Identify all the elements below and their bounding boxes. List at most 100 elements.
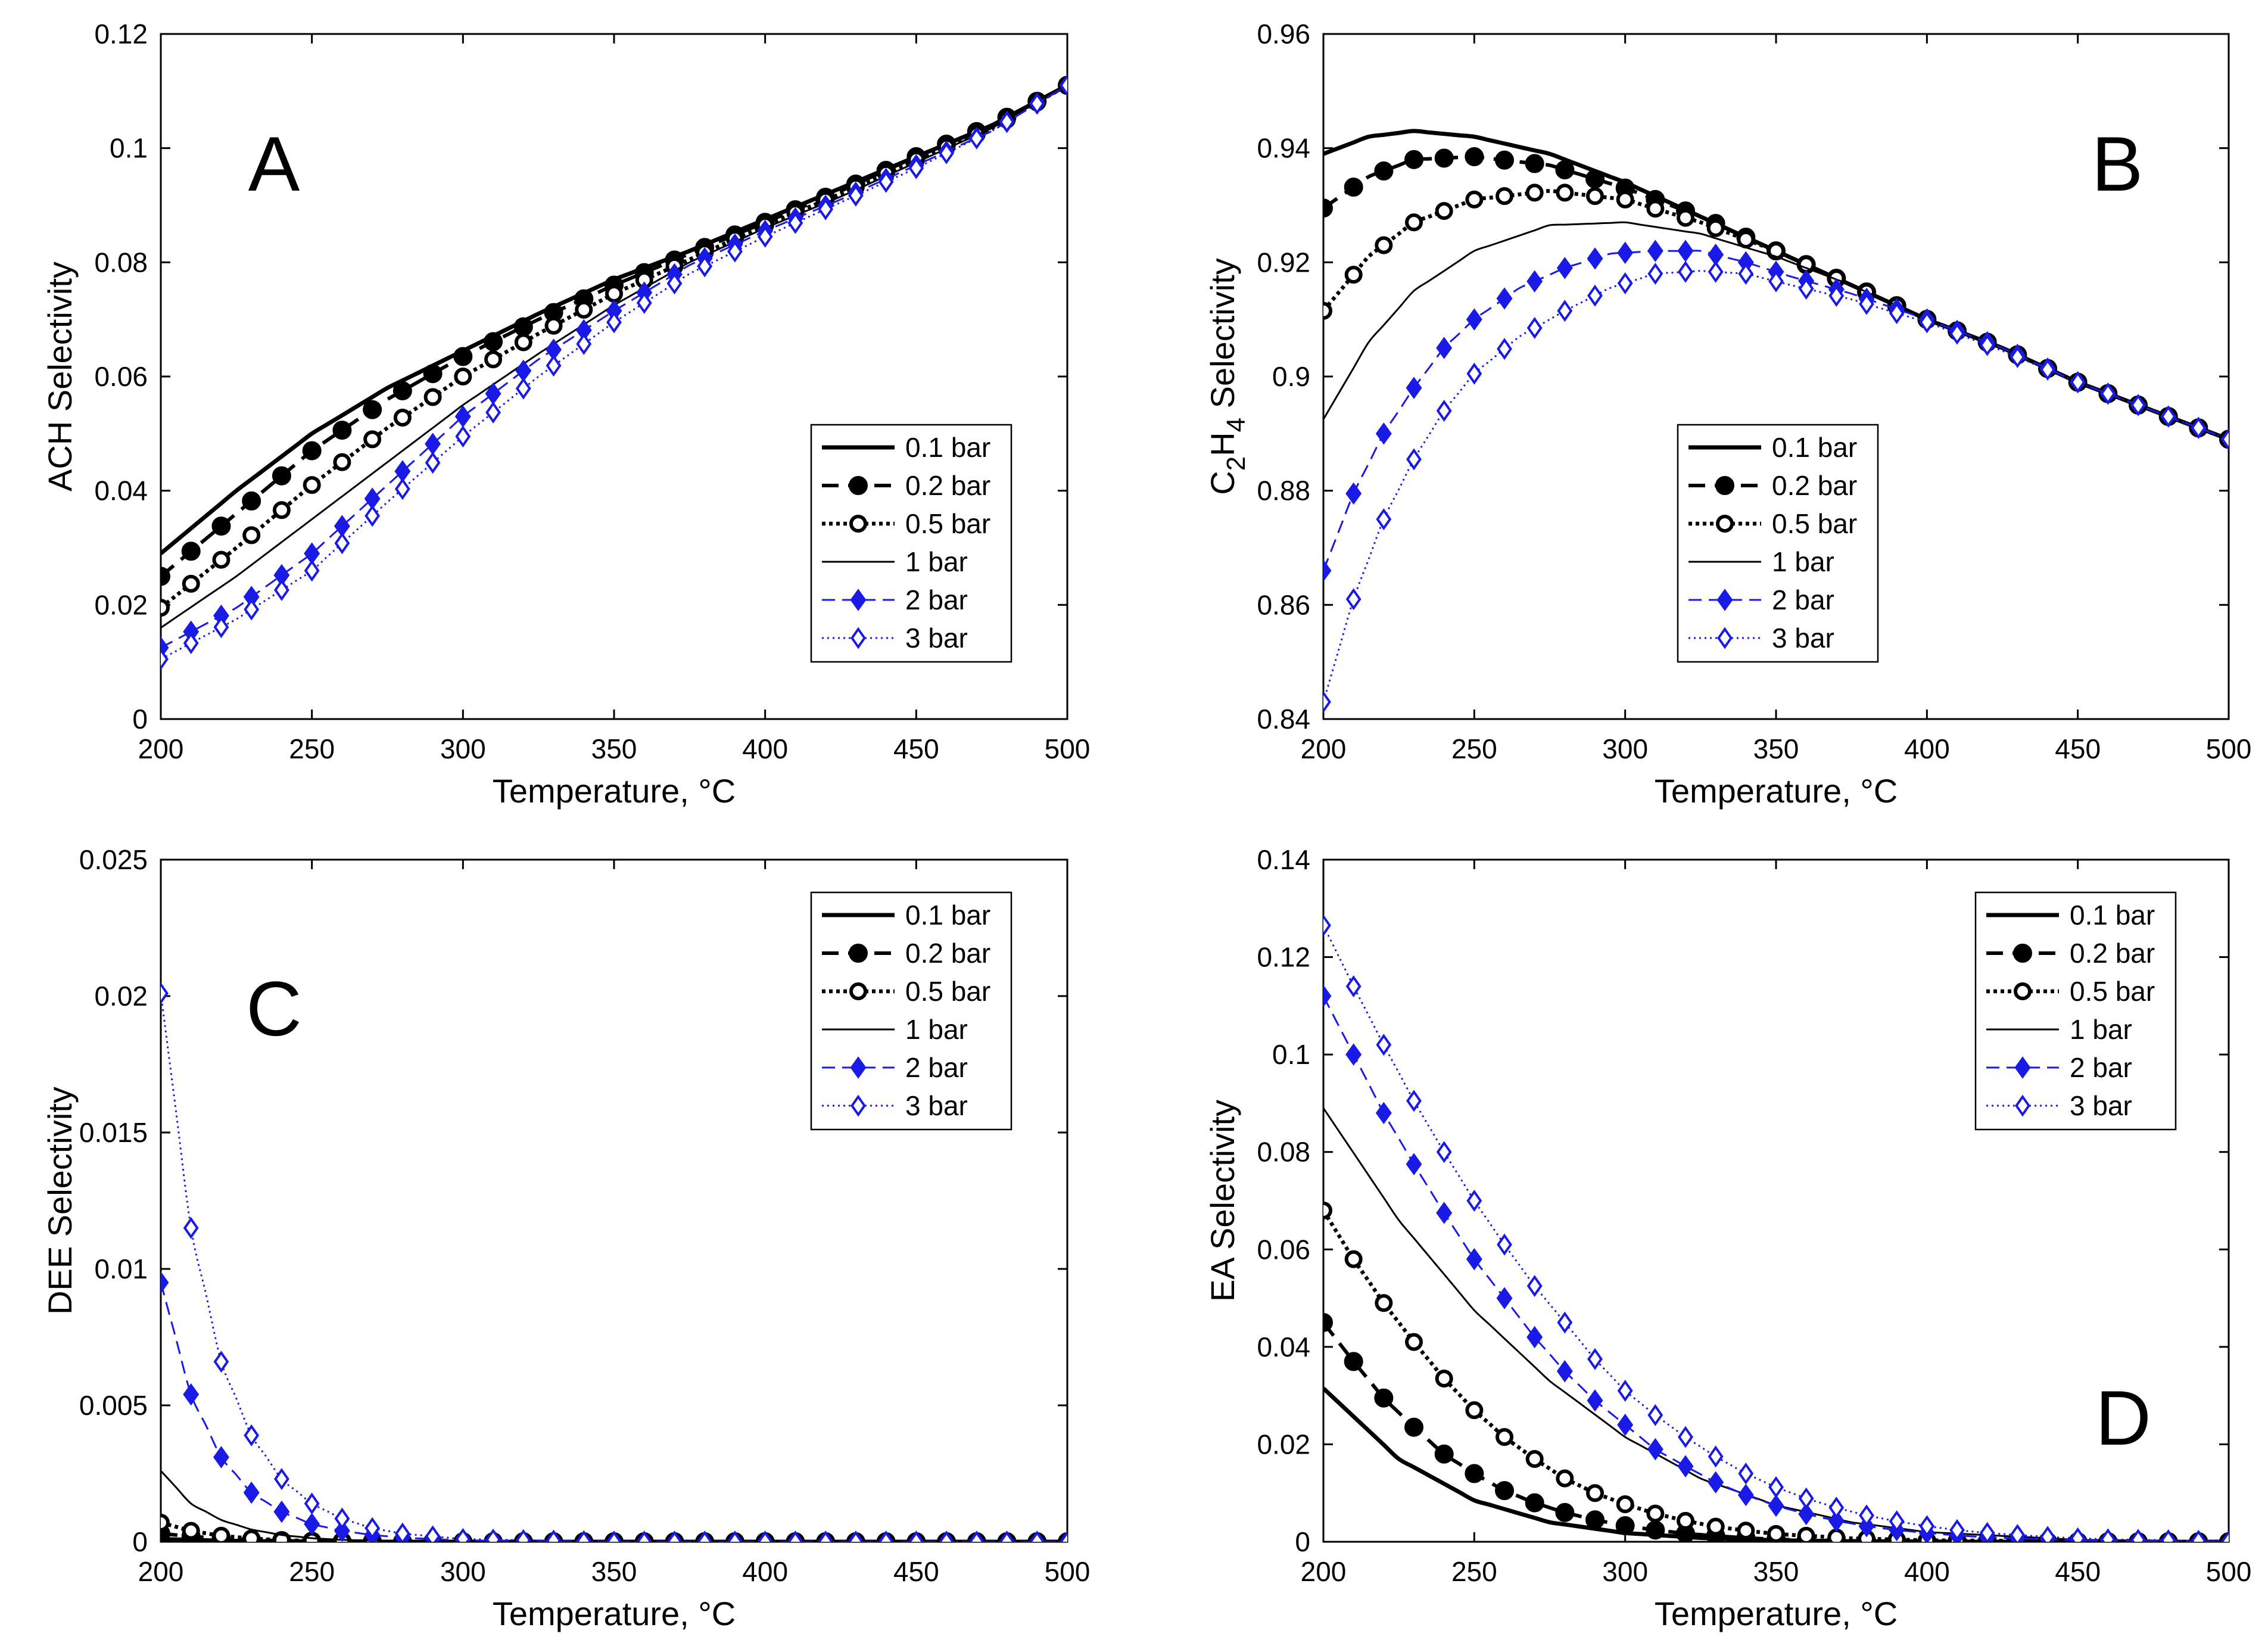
marker-point — [1587, 1389, 1603, 1412]
marker-point — [1496, 1428, 1513, 1446]
legend-label: 3 bar — [905, 1090, 968, 1121]
marker-point — [850, 627, 866, 649]
marker-point — [757, 1530, 773, 1542]
marker-point — [999, 1530, 1015, 1542]
marker-point — [334, 532, 350, 555]
marker-point — [1323, 1201, 1332, 1219]
marker-point — [394, 478, 410, 500]
marker-point — [2070, 371, 2086, 394]
marker-point — [697, 1530, 713, 1542]
x-tick-label: 200 — [1301, 1556, 1347, 1587]
y-tick-label: 0.06 — [1257, 1234, 1310, 1265]
marker-point — [605, 285, 623, 303]
x-tick-label: 250 — [1451, 733, 1497, 764]
marker-point — [1323, 301, 1332, 320]
legend-label: 1 bar — [905, 1014, 968, 1045]
marker-point — [1344, 266, 1363, 284]
marker-point — [636, 1530, 652, 1542]
marker-point — [1617, 241, 1634, 265]
legend-label: 2 bar — [905, 584, 968, 615]
marker-point — [606, 311, 622, 334]
marker-point — [1436, 1202, 1453, 1224]
marker-point — [544, 316, 563, 335]
x-tick-label: 400 — [1904, 733, 1950, 764]
marker-point — [1738, 263, 1754, 285]
marker-point — [1557, 1311, 1573, 1334]
marker-point — [1406, 1153, 1422, 1175]
x-axis-label: Temperature, °C — [1655, 772, 1898, 810]
marker-point — [1436, 337, 1453, 359]
series-0-5-bar — [1323, 183, 2229, 449]
legend-label: 0.2 bar — [905, 938, 990, 969]
legend-label: 3 bar — [905, 623, 968, 654]
legend-label: 0.5 bar — [1772, 508, 1857, 539]
marker-point — [515, 1529, 531, 1542]
marker-point — [2100, 382, 2116, 405]
marker-point — [1406, 1090, 1422, 1112]
marker-point — [485, 1528, 501, 1542]
marker-point — [1717, 627, 1733, 649]
x-tick-label: 250 — [1451, 1556, 1497, 1587]
marker-point — [2160, 405, 2176, 428]
series-line — [1323, 189, 2229, 441]
x-axis-label: Temperature, °C — [1655, 1595, 1898, 1632]
legend-label: 0.5 bar — [2070, 976, 2155, 1007]
marker-point — [1646, 1520, 1665, 1540]
y-tick-label: 0.12 — [1257, 942, 1310, 973]
marker-point — [1715, 476, 1734, 495]
x-axis-label: Temperature, °C — [493, 1595, 736, 1632]
marker-point — [1859, 293, 1874, 315]
marker-point — [1889, 1510, 1905, 1533]
panel-letter: B — [2092, 120, 2144, 207]
marker-point — [1465, 1464, 1484, 1483]
x-tick-label: 400 — [742, 1556, 788, 1587]
x-tick-label: 500 — [2206, 1556, 2252, 1587]
marker-point — [576, 332, 592, 355]
marker-point — [1323, 914, 1331, 936]
marker-point — [1436, 400, 1452, 422]
marker-point — [212, 550, 230, 569]
marker-point — [1556, 1469, 1574, 1488]
marker-point — [183, 1216, 199, 1239]
marker-point — [1919, 1515, 1935, 1538]
marker-point — [1617, 1379, 1633, 1402]
marker-point — [849, 476, 868, 495]
y-axis-label: EA Selectivity — [1204, 1100, 1241, 1302]
marker-point — [1708, 1471, 1724, 1494]
marker-point — [848, 184, 864, 207]
y-tick-label: 0 — [132, 704, 148, 735]
marker-point — [1344, 1250, 1363, 1268]
marker-point — [393, 409, 412, 427]
marker-point — [273, 578, 289, 601]
marker-point — [2010, 346, 2026, 368]
marker-point — [1526, 1326, 1543, 1349]
marker-point — [515, 377, 531, 400]
marker-point — [1677, 239, 1694, 262]
marker-point — [1615, 1516, 1635, 1536]
marker-point — [1434, 1444, 1454, 1464]
marker-point — [1706, 1517, 1725, 1536]
marker-point — [1798, 1502, 1815, 1526]
marker-point — [161, 599, 170, 617]
x-tick-label: 250 — [289, 1556, 335, 1587]
marker-point — [1677, 1455, 1694, 1477]
x-tick-label: 250 — [289, 733, 335, 764]
marker-point — [1979, 1522, 1995, 1542]
marker-point — [1587, 247, 1603, 270]
marker-point — [1436, 1141, 1452, 1163]
marker-point — [939, 1530, 955, 1542]
marker-point — [392, 381, 412, 400]
marker-point — [1465, 190, 1484, 209]
marker-point — [1767, 1524, 1785, 1542]
legend-label: 1 bar — [905, 546, 968, 577]
marker-point — [183, 1383, 200, 1406]
x-tick-label: 200 — [138, 1556, 184, 1587]
marker-point — [1616, 190, 1634, 209]
marker-point — [1323, 690, 1331, 713]
marker-point — [425, 452, 441, 474]
y-axis-label-subscript: 2 — [1222, 456, 1251, 471]
y-tick-label: 0.02 — [94, 981, 148, 1012]
y-axis-label-part: Selectivity — [1204, 258, 1241, 418]
marker-point — [1647, 1404, 1663, 1426]
marker-point — [304, 1492, 320, 1515]
